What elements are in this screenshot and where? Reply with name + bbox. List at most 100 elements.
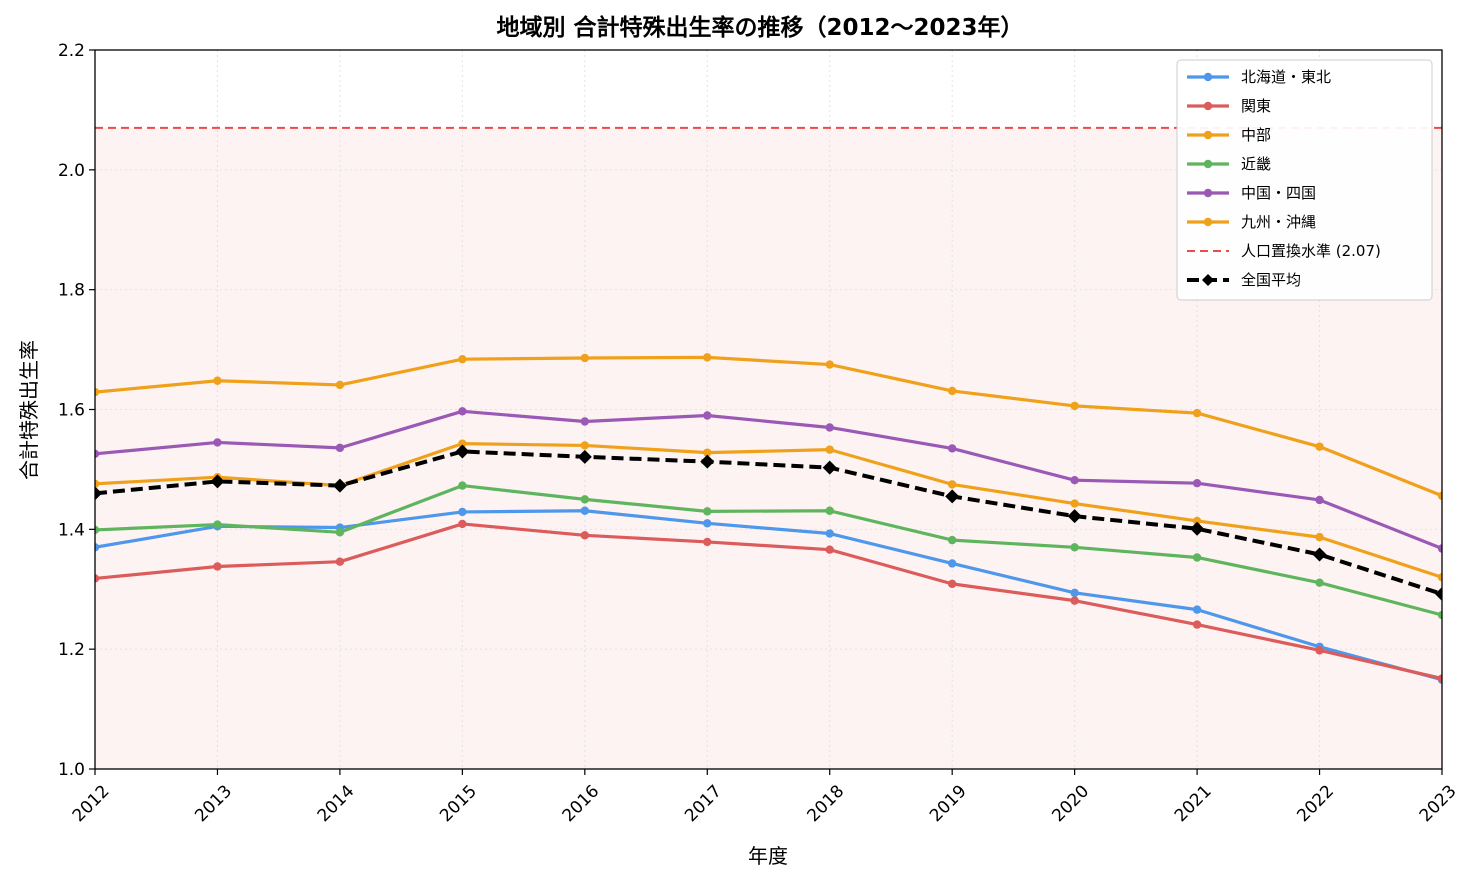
series-point — [1437, 573, 1442, 582]
average-point — [1190, 521, 1205, 536]
legend-item: 中部 — [1187, 126, 1271, 144]
x-tick-label: 2017 — [681, 781, 726, 826]
average-point — [822, 460, 837, 475]
x-tick-label: 2019 — [926, 781, 971, 826]
x-tick-label: 2015 — [436, 781, 481, 826]
legend-item: 近畿 — [1187, 155, 1271, 173]
legend-marker — [1203, 188, 1213, 198]
x-tick-label: 2022 — [1293, 781, 1338, 826]
series-point — [458, 407, 467, 416]
series-point — [1315, 532, 1324, 542]
legend-marker — [1203, 130, 1213, 140]
series-point — [1437, 544, 1442, 553]
series-line — [95, 509, 1442, 682]
series-point — [213, 562, 222, 571]
series-point — [1437, 674, 1442, 683]
series-point — [335, 443, 345, 453]
series-point — [580, 417, 590, 426]
average-line — [95, 449, 1442, 596]
legend-item: 人口置換水準 (2.07) — [1187, 242, 1381, 260]
series-point — [1192, 516, 1202, 526]
series-point — [1070, 401, 1079, 411]
legend-marker — [1203, 72, 1213, 82]
series-point — [947, 444, 957, 453]
legend-label: 九州・沖縄 — [1241, 213, 1316, 231]
series-point — [458, 507, 467, 517]
series-point — [580, 495, 590, 504]
average-point — [455, 444, 470, 459]
series-4 — [95, 481, 1442, 620]
legend-marker — [1203, 101, 1213, 111]
y-axis-ticks: 1.0 1.2 1.4 1.6 1.8 2.0 2.2 — [58, 41, 95, 780]
y-axis-title: 合計特殊出生率 — [17, 340, 41, 480]
legend-label: 全国平均 — [1241, 271, 1301, 289]
x-tick-label: 2023 — [1416, 781, 1461, 826]
series-point — [335, 557, 345, 566]
chart-title: 地域別 合計特殊出生率の推移（2012〜2023年） — [496, 14, 1023, 41]
series-point — [95, 525, 100, 535]
y-tick-label: 2.0 — [58, 161, 85, 181]
average-point — [700, 454, 715, 469]
series-point — [580, 353, 590, 363]
y-tick-label: 1.8 — [58, 281, 85, 301]
series-point — [825, 529, 834, 538]
series-point — [947, 535, 957, 545]
y-tick-label: 1.4 — [58, 520, 85, 540]
series-point — [458, 519, 467, 529]
legend-label: 中部 — [1241, 126, 1271, 144]
series-point — [458, 439, 467, 448]
legend-marker — [1203, 217, 1213, 227]
series-point — [703, 507, 712, 516]
average-point — [945, 489, 960, 504]
national-average — [95, 444, 1442, 602]
y-tick-label: 1.2 — [58, 640, 85, 660]
series-point — [580, 441, 590, 450]
x-tick-label: 2020 — [1048, 781, 1093, 826]
series-point — [825, 360, 834, 369]
series-point — [947, 559, 957, 568]
x-tick-label: 2012 — [69, 781, 114, 826]
series-point — [1437, 491, 1442, 500]
series-point — [335, 380, 345, 390]
series-point — [1437, 610, 1442, 620]
series-lines — [95, 353, 1442, 684]
series-3 — [95, 353, 1442, 500]
series-point — [825, 506, 834, 515]
series-point — [1070, 543, 1079, 552]
series-line — [95, 522, 1442, 681]
series-2 — [95, 519, 1442, 683]
series-point — [1070, 476, 1079, 485]
series-point — [1315, 646, 1324, 655]
average-point — [332, 478, 347, 493]
x-tick-label: 2016 — [559, 781, 604, 826]
legend-marker — [1202, 274, 1214, 286]
legend-label: 北海道・東北 — [1241, 68, 1331, 86]
y-tick-label: 2.2 — [58, 41, 85, 61]
series-point — [1192, 620, 1202, 629]
series-point — [825, 545, 834, 554]
series-point — [1315, 578, 1324, 587]
series-point — [947, 386, 957, 396]
series-point — [1070, 588, 1079, 598]
series-point — [1192, 553, 1202, 562]
x-axis-title: 年度 — [748, 844, 788, 868]
legend-label: 人口置換水準 (2.07) — [1241, 242, 1381, 260]
series-point — [703, 411, 712, 420]
series-point — [580, 531, 590, 540]
legend-label: 近畿 — [1241, 155, 1271, 173]
series-point — [95, 479, 100, 488]
series-point — [95, 387, 100, 397]
legend-label: 関東 — [1241, 97, 1271, 115]
series-line — [95, 355, 1442, 498]
series-clip-group — [95, 353, 1442, 684]
legend-box — [1176, 59, 1433, 301]
series-point — [95, 574, 100, 583]
series-point — [703, 519, 712, 528]
average-point — [1312, 547, 1327, 562]
series-point — [825, 423, 834, 432]
series-point — [213, 376, 222, 385]
x-tick-label: 2021 — [1171, 781, 1216, 826]
series-point — [703, 537, 712, 547]
average-point — [577, 449, 592, 464]
